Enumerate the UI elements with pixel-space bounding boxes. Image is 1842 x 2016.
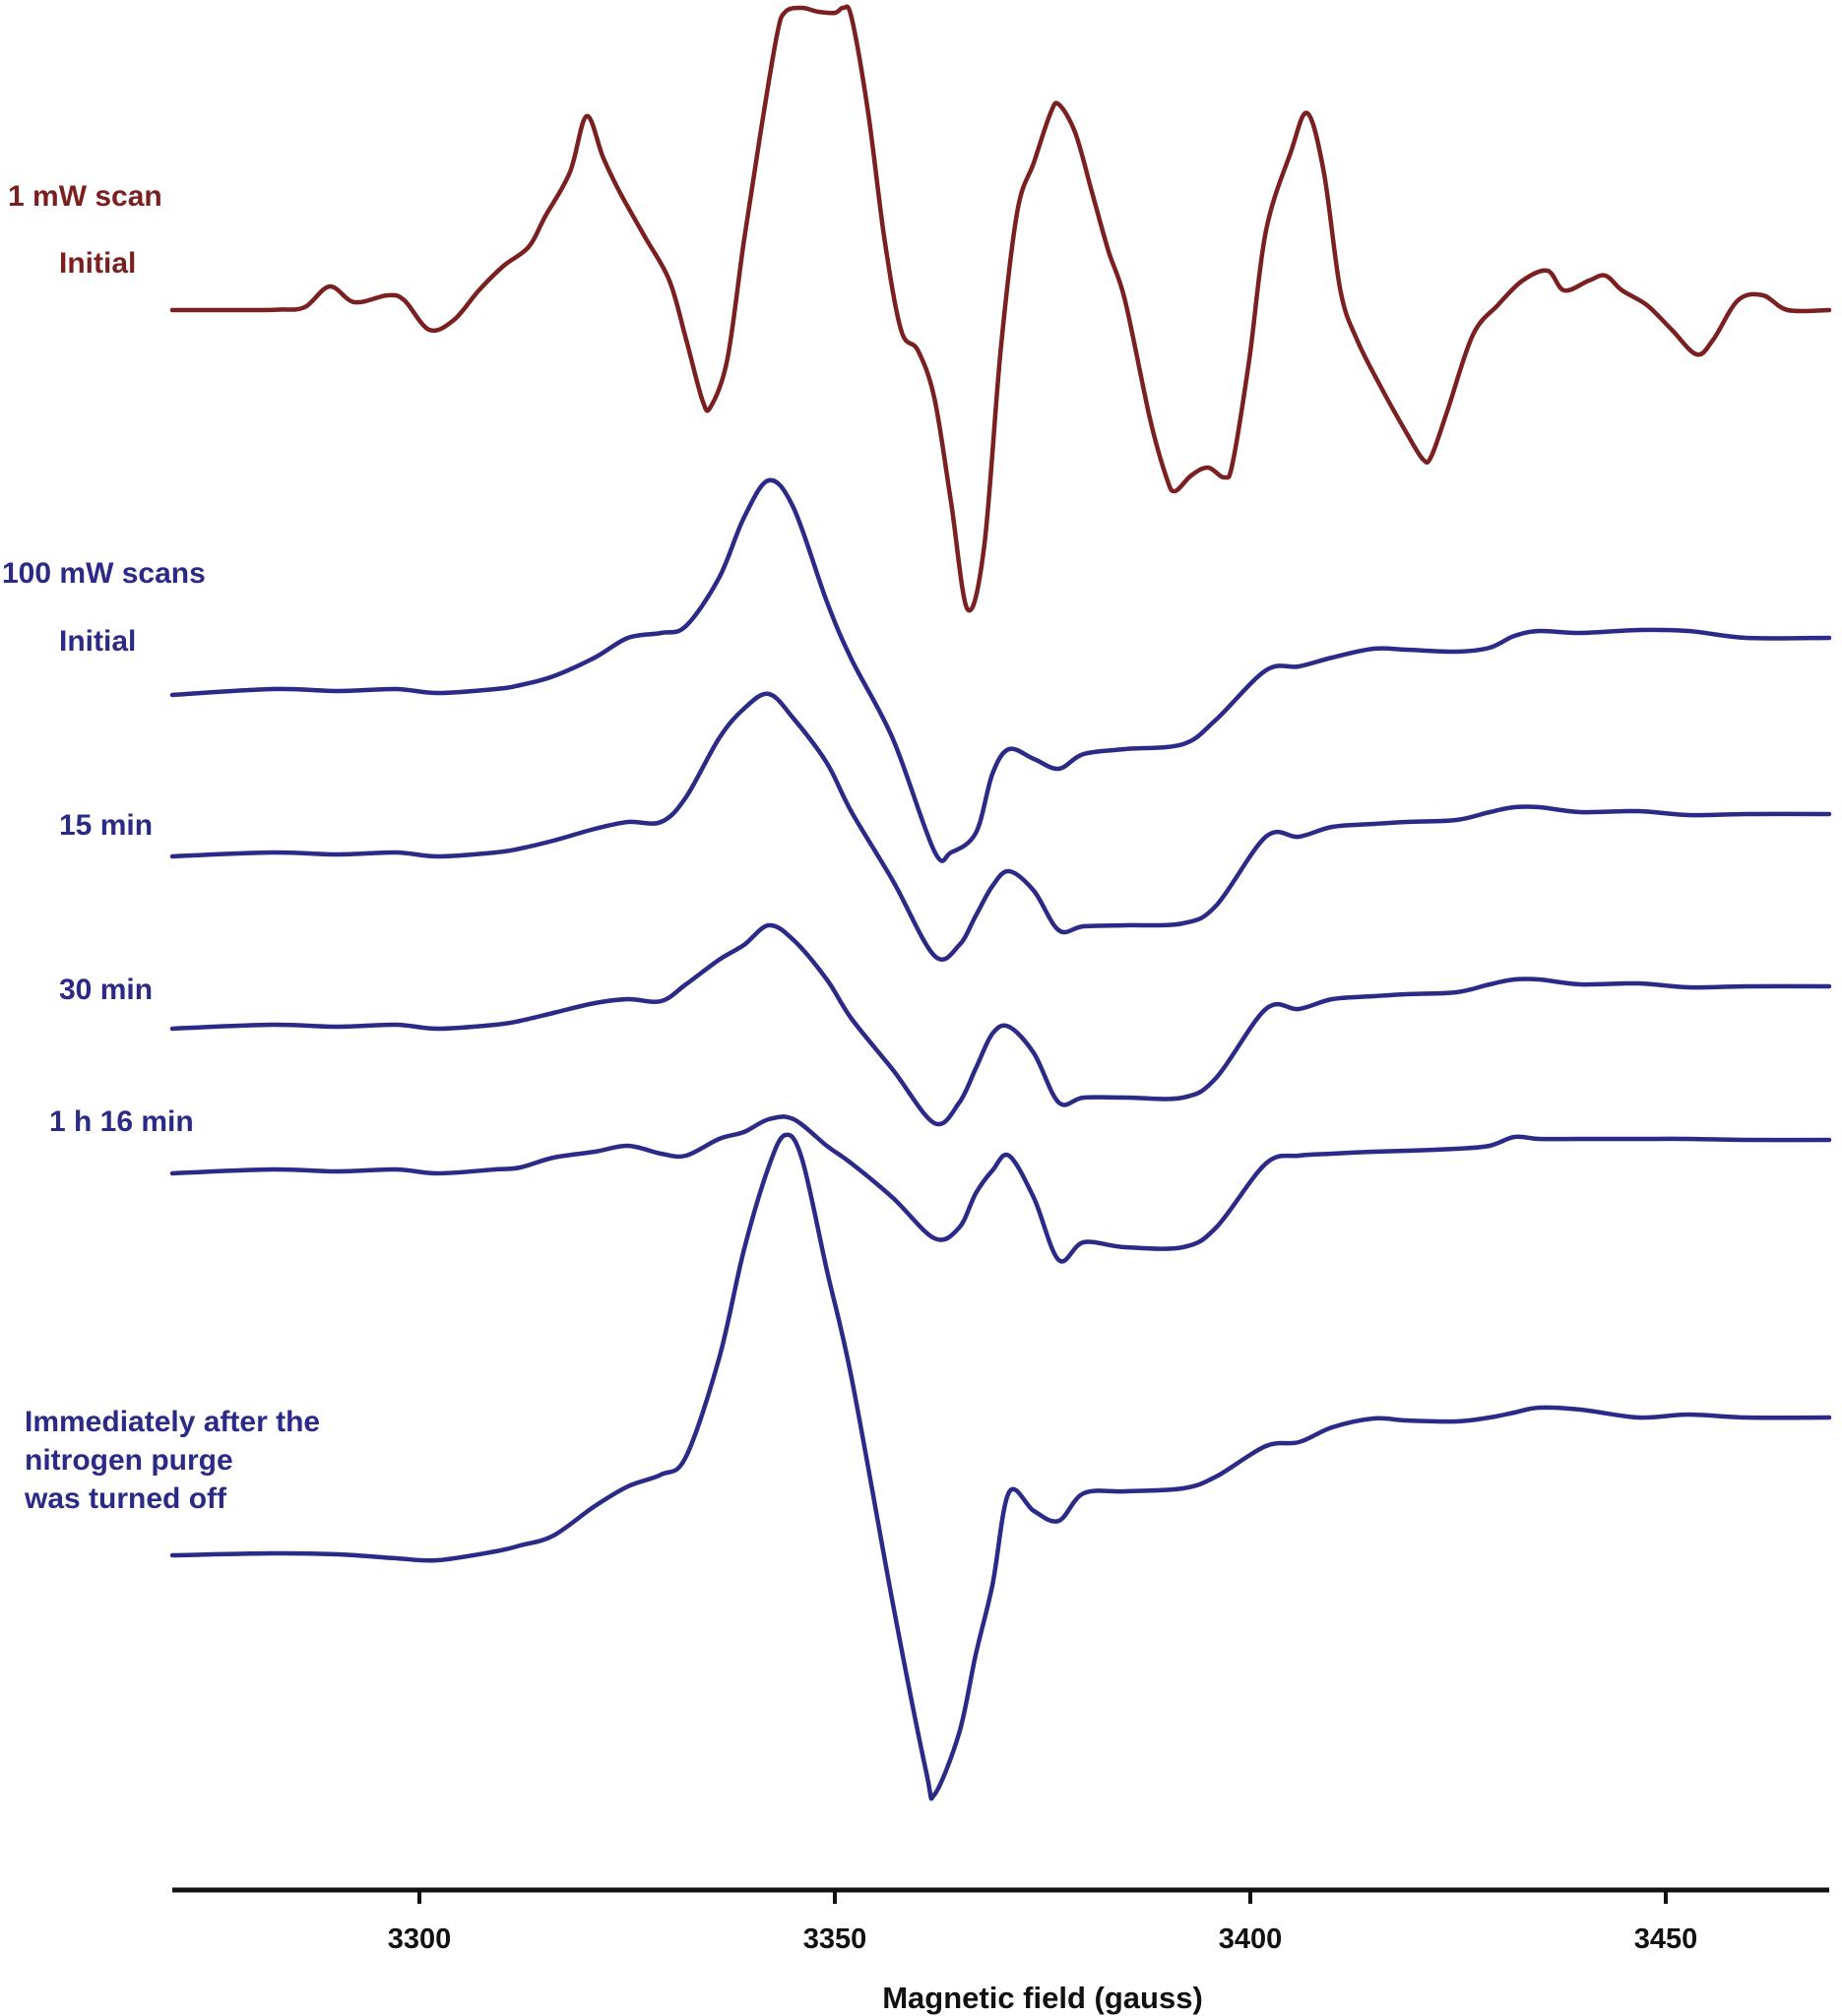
spectrum-line-3 — [169, 922, 1832, 1127]
spectrum-line-5 — [169, 1132, 1832, 1801]
series-label-15min: 15 min — [59, 809, 154, 842]
series-label-nitrogen-purge: Immediately after the nitrogen purge was… — [25, 1406, 321, 1515]
spectrum-line-1 — [169, 477, 1832, 863]
x-tick-label-3300: 3300 — [388, 1923, 452, 1955]
spectrum-line-4 — [169, 1114, 1832, 1264]
spectrum-traces — [169, 4, 1832, 1801]
series-label-1h16min: 1 h 16 min — [49, 1105, 194, 1138]
series-label-1mw-initial: Initial — [59, 247, 137, 280]
series-label-100mw-initial: Initial — [59, 625, 137, 658]
spectrum-line-2 — [169, 691, 1832, 962]
group-label-100mw: 100 mW scans — [2, 557, 206, 590]
group-label-1mw: 1 mW scan — [8, 180, 162, 213]
series-label-30min: 30 min — [59, 974, 154, 1006]
x-tick-label-3350: 3350 — [803, 1923, 867, 1955]
x-axis-label: Magnetic field (gauss) — [882, 1981, 1203, 2015]
x-axis-ticks: 3300 3350 3400 3450 — [388, 1890, 1698, 1955]
x-tick-label-3400: 3400 — [1219, 1923, 1283, 1955]
spectrum-line-0 — [169, 4, 1832, 613]
x-tick-label-3450: 3450 — [1634, 1923, 1698, 1955]
